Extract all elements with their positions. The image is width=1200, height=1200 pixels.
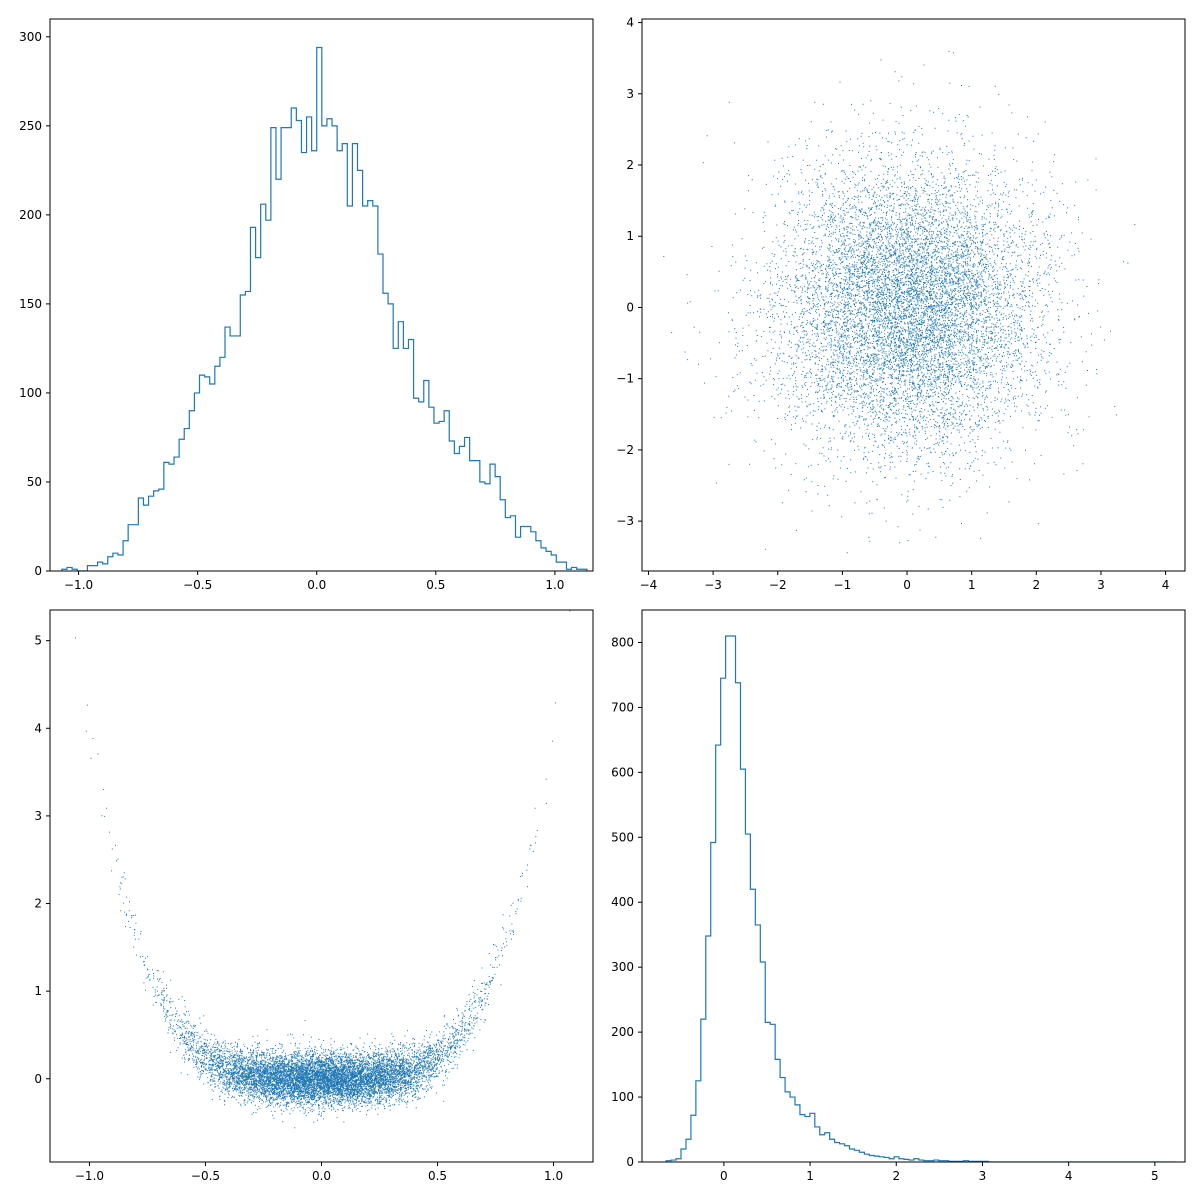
y-tick-label: 800	[611, 635, 634, 649]
axes-frame	[49, 18, 594, 572]
y-tick-label: −1	[616, 372, 634, 386]
x-tick-label: 3	[1097, 578, 1105, 592]
y-tick-label: 3	[626, 87, 634, 101]
y-tick-label: 0	[626, 1155, 634, 1169]
y-tick-label: 200	[611, 1025, 634, 1039]
axes-frame	[641, 18, 1186, 572]
histogram-step-line	[665, 635, 1177, 1162]
x-tick-label: 1	[806, 1169, 814, 1183]
x-tick-label: 0.0	[307, 578, 326, 592]
plot-area	[665, 635, 1177, 1162]
y-tick-label: 0	[34, 564, 42, 578]
y-tick-label: 1	[626, 229, 634, 243]
x-tick-label: 4	[1162, 578, 1170, 592]
x-tick-label: 1.0	[544, 1169, 563, 1183]
x-tick-label: 1.0	[545, 578, 564, 592]
y-tick-label: 4	[34, 721, 42, 735]
y-tick-label: 4	[626, 16, 634, 30]
y-tick-label: 100	[19, 386, 42, 400]
x-tick-label: 2	[892, 1169, 900, 1183]
y-tick-label: 250	[19, 119, 42, 133]
x-tick-label: −0.5	[191, 1169, 220, 1183]
y-tick-label: 5	[34, 634, 42, 648]
y-tick-label: 1	[34, 984, 42, 998]
x-tick-label: 4	[1065, 1169, 1073, 1183]
axes-frame	[641, 609, 1186, 1163]
x-tick-label: −0.5	[183, 578, 212, 592]
y-tick-label: 400	[611, 895, 634, 909]
scatter-top-right-panel: −4 −3 −2 −1 0 1 2 3 4 −3 −2 −1 0 1 2 3 4	[616, 16, 1186, 592]
histogram-step-line	[61, 46, 588, 571]
y-tick-label: 50	[27, 475, 42, 489]
x-tick-label: −1	[834, 578, 852, 592]
x-tick-label: −2	[769, 578, 787, 592]
x-tick-label: −3	[704, 578, 722, 592]
histogram-top-left-panel: −1.0 −0.5 0.0 0.5 1.0 0 50 100 150 200 250 300	[19, 18, 594, 592]
y-tick-label: 100	[611, 1090, 634, 1104]
y-tick-label: 3	[34, 809, 42, 823]
plot-area	[61, 46, 588, 571]
histogram-bottom-right-panel: 0 1 2 3 4 5 0 100 200 300 400 500 600 700 800	[611, 609, 1186, 1183]
y-tick-label: −2	[616, 443, 634, 457]
y-tick-label: 500	[611, 830, 634, 844]
plot-area	[663, 50, 1136, 554]
x-tick-label: 0.0	[312, 1169, 331, 1183]
y-tick-label: 2	[626, 158, 634, 172]
x-tick-label: 2	[1033, 578, 1041, 592]
x-tick-label: 0.5	[426, 578, 445, 592]
x-tick-label: 3	[979, 1169, 987, 1183]
plot-area	[75, 610, 571, 1129]
x-tick-label: 0	[903, 578, 911, 592]
y-tick-label: 2	[34, 897, 42, 911]
y-tick-label: 600	[611, 765, 634, 779]
y-tick-label: 700	[611, 700, 634, 714]
x-tick-label: −1.0	[64, 578, 93, 592]
y-tick-label: 0	[626, 300, 634, 314]
x-tick-label: −1.0	[75, 1169, 104, 1183]
y-tick-label: 300	[611, 960, 634, 974]
y-tick-label: 200	[19, 208, 42, 222]
x-tick-label: 0.5	[428, 1169, 447, 1183]
x-tick-label: 1	[968, 578, 976, 592]
y-tick-label: 150	[19, 297, 42, 311]
y-tick-label: 300	[19, 30, 42, 44]
y-tick-label: −3	[616, 514, 634, 528]
x-tick-label: 0	[720, 1169, 728, 1183]
x-tick-label: 5	[1151, 1169, 1159, 1183]
scatter-points	[663, 50, 1136, 554]
x-tick-label: −4	[640, 578, 658, 592]
y-tick-label: 0	[34, 1072, 42, 1086]
scatter-bottom-left-panel: −1.0 −0.5 0.0 0.5 1.0 0 1 2 3 4 5	[34, 609, 594, 1183]
scatter-points	[75, 610, 571, 1129]
